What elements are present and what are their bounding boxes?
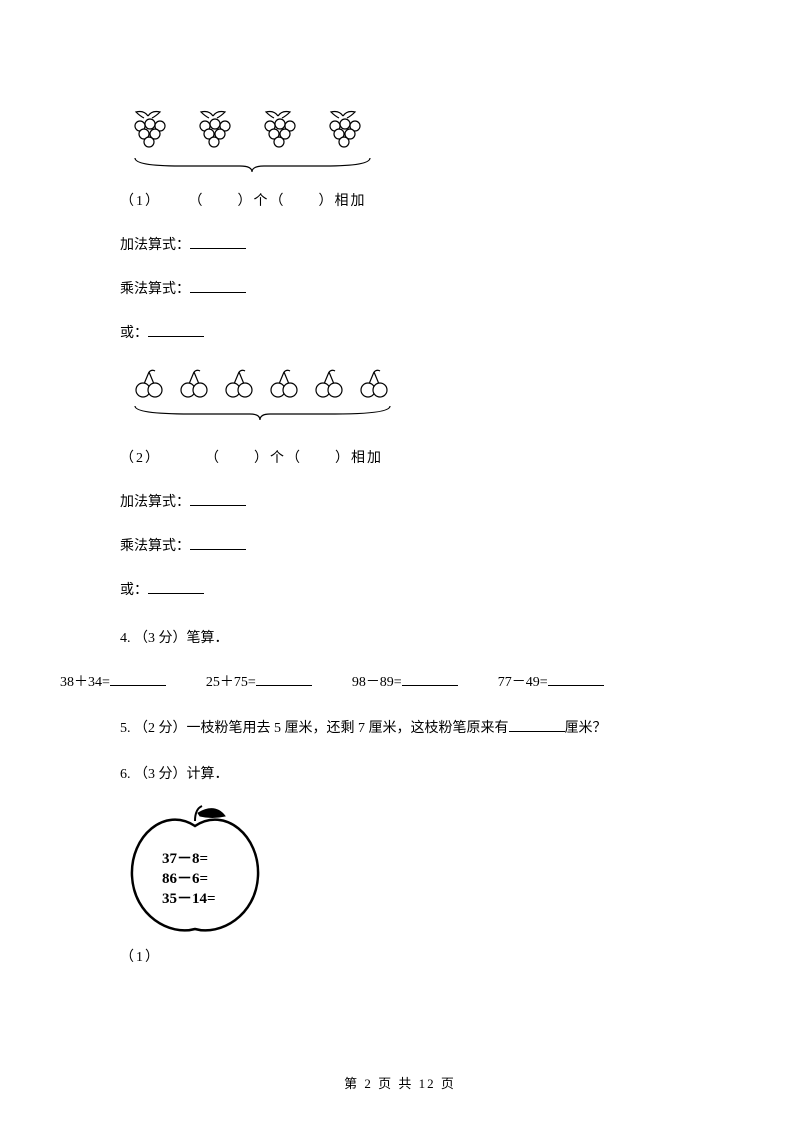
- q1-mul-label: 乘法算式：: [120, 282, 190, 297]
- blank-field[interactable]: [190, 492, 246, 506]
- apple-l1: 37－8=: [162, 851, 208, 867]
- blank-field[interactable]: [190, 536, 246, 550]
- q1-add-line: 加法算式：: [120, 234, 740, 254]
- q1-add-label: 加法算式：: [120, 238, 190, 253]
- grape-svg: [120, 100, 400, 190]
- q1-number: （1）: [120, 190, 161, 210]
- calc-e1: 38＋34=: [60, 671, 166, 691]
- q1-cap-c: ）相加: [319, 194, 367, 209]
- q2-cap-a: （: [205, 451, 221, 466]
- q5-suffix: 厘米？: [565, 721, 607, 736]
- q1-or-line: 或：: [120, 322, 740, 342]
- q2-add-label: 加法算式：: [120, 495, 190, 510]
- q2-or-label: 或：: [120, 583, 148, 598]
- q6-sub: （1）: [120, 946, 740, 966]
- apple-l2: 86－6=: [162, 871, 208, 887]
- q1-mul-line: 乘法算式：: [120, 278, 740, 298]
- blank-field[interactable]: [190, 279, 246, 293]
- blank-field[interactable]: [148, 580, 204, 594]
- blank-field[interactable]: [509, 718, 565, 732]
- q2-mul-label: 乘法算式：: [120, 539, 190, 554]
- q1-or-label: 或：: [120, 326, 148, 341]
- q2-cap-b: ）个（: [254, 451, 302, 466]
- blank-field[interactable]: [148, 323, 204, 337]
- calc-e3: 98－89=: [352, 671, 458, 691]
- q5-prefix: 5. （2 分）一枝粉笔用去 5 厘米，还剩 7 厘米，这枝粉笔原来有: [120, 721, 509, 736]
- q2-add-line: 加法算式：: [120, 491, 740, 511]
- q2-caption-row: （2） （ ）个（ ）相加: [120, 447, 740, 467]
- calc-e1-label: 38＋34=: [60, 675, 110, 690]
- q4-text: 4. （3 分）笔算．: [120, 627, 740, 647]
- apple-l3: 35－14=: [162, 891, 216, 907]
- q6-text: 6. （3 分）计算．: [120, 763, 740, 783]
- q2-or-line: 或：: [120, 579, 740, 599]
- calc-e3-label: 98－89=: [352, 675, 402, 690]
- q1-cap-a: （: [189, 194, 205, 209]
- page-footer: 第 2 页 共 12 页: [0, 1073, 800, 1092]
- apple-illustration: 37－8= 86－6= 35－14=: [120, 801, 740, 946]
- q5-line: 5. （2 分）一枝粉笔用去 5 厘米，还剩 7 厘米，这枝粉笔原来有 厘米？: [120, 717, 740, 737]
- grape-illustration: [120, 100, 740, 190]
- calc-e4: 77－49=: [498, 671, 604, 691]
- cherry-svg: [120, 362, 440, 442]
- blank-field[interactable]: [110, 672, 166, 686]
- q2-number: （2）: [120, 447, 161, 467]
- blank-field[interactable]: [548, 672, 604, 686]
- q1-caption-row: （1） （ ）个（ ）相加: [120, 190, 740, 210]
- blank-field[interactable]: [402, 672, 458, 686]
- calc-row: 38＋34= 25＋75= 98－89= 77－49=: [60, 671, 740, 691]
- cherry-illustration: [120, 362, 740, 447]
- calc-e2: 25＋75=: [206, 671, 312, 691]
- apple-svg: 37－8= 86－6= 35－14=: [120, 801, 280, 941]
- q1-cap-b: ）个（: [238, 194, 286, 209]
- q2-mul-line: 乘法算式：: [120, 535, 740, 555]
- blank-field[interactable]: [190, 235, 246, 249]
- calc-e2-label: 25＋75=: [206, 675, 256, 690]
- blank-field[interactable]: [256, 672, 312, 686]
- calc-e4-label: 77－49=: [498, 675, 548, 690]
- q2-cap-c: ）相加: [335, 451, 383, 466]
